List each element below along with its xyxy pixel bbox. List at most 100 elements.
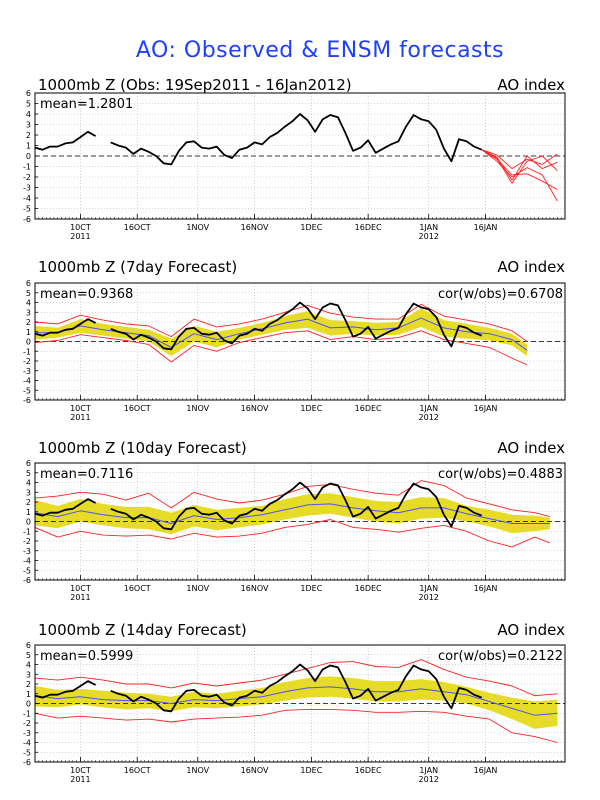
- x-tick-label: 16DEC: [355, 223, 382, 232]
- y-tick-label: -3: [23, 729, 31, 738]
- y-tick-label: -2: [23, 719, 31, 728]
- mean-series-line: [34, 503, 550, 524]
- ao-panel-3: 1000mb Z (14day Forecast) AO index6543210…: [23, 621, 566, 784]
- x-tick-year-label: 2012: [419, 413, 439, 422]
- x-tick-label: 1DEC: [300, 404, 322, 413]
- x-tick-label: 16OCT: [124, 404, 151, 413]
- panel-header-left: 1000mb Z (7day Forecast): [38, 258, 237, 276]
- y-tick-label: 2: [26, 680, 31, 689]
- x-tick-label: 16DEC: [355, 584, 382, 593]
- y-tick-label: 1: [26, 328, 31, 337]
- y-tick-label: 1: [26, 508, 31, 517]
- y-tick-label: -1: [23, 527, 31, 536]
- y-tick-label: 0: [26, 152, 31, 161]
- member-series-line: [481, 149, 558, 181]
- x-tick-label: 16JAN: [474, 223, 498, 232]
- y-tick-label: 3: [26, 488, 31, 497]
- y-tick-label: -6: [23, 758, 31, 767]
- y-tick-label: -2: [23, 357, 31, 366]
- member-series-line: [34, 480, 551, 518]
- x-tick-year-label: 2012: [419, 232, 439, 241]
- x-tick-label: 10CT: [70, 766, 91, 775]
- y-tick-label: 5: [26, 100, 31, 109]
- correlation-stat-label: cor(w/obs)=0.6708: [438, 287, 563, 302]
- panel-header-left: 1000mb Z (14day Forecast): [38, 621, 247, 639]
- y-tick-label: -6: [23, 215, 31, 224]
- ao-panel-1: 1000mb Z (7day Forecast) AO index6543210-…: [23, 258, 566, 422]
- x-tick-label: 16OCT: [124, 584, 151, 593]
- x-tick-label: 1JAN: [419, 223, 438, 232]
- x-tick-year-label: 2012: [419, 593, 439, 602]
- observed-series-line: [34, 113, 483, 166]
- y-tick-label: -3: [23, 367, 31, 376]
- y-tick-label: -4: [23, 739, 31, 748]
- y-tick-label: 4: [26, 661, 31, 670]
- mean-stat-label: mean=0.5999: [40, 649, 133, 664]
- correlation-stat-label: cor(w/obs)=0.2122: [438, 649, 563, 664]
- panel-header-right: AO index: [497, 76, 565, 94]
- y-tick-label: 4: [26, 299, 31, 308]
- y-tick-label: 3: [26, 308, 31, 317]
- x-tick-label: 1JAN: [419, 766, 438, 775]
- y-tick-label: 1: [26, 690, 31, 699]
- y-tick-label: 0: [26, 338, 31, 347]
- panel-header-left: 1000mb Z (10day Forecast): [38, 439, 247, 457]
- y-tick-label: 6: [26, 89, 31, 98]
- x-tick-label: 10CT: [70, 223, 91, 232]
- y-tick-label: -5: [23, 386, 31, 395]
- member-series-line: [481, 149, 558, 184]
- page-title: AO: Observed & ENSM forecasts: [135, 38, 505, 63]
- x-tick-label: 10CT: [70, 404, 91, 413]
- x-tick-label: 16JAN: [474, 404, 498, 413]
- y-tick-label: 6: [26, 459, 31, 468]
- panel-header-right: AO index: [497, 439, 565, 457]
- y-tick-label: -5: [23, 205, 31, 214]
- x-tick-year-label: 2011: [70, 232, 90, 241]
- mean-stat-label: mean=0.9368: [40, 287, 133, 302]
- x-tick-label: 16DEC: [355, 404, 382, 413]
- y-tick-label: 0: [26, 518, 31, 527]
- x-tick-label: 16OCT: [124, 766, 151, 775]
- y-tick-label: -4: [23, 377, 31, 386]
- x-tick-label: 16JAN: [474, 584, 498, 593]
- y-tick-label: 4: [26, 479, 31, 488]
- x-tick-year-label: 2012: [419, 775, 439, 784]
- y-tick-label: -3: [23, 547, 31, 556]
- observed-series-line: [34, 663, 483, 713]
- observed-series-line: [34, 481, 483, 531]
- y-tick-label: -5: [23, 748, 31, 757]
- x-tick-label: 16JAN: [474, 766, 498, 775]
- x-tick-label: 16NOV: [241, 223, 269, 232]
- x-tick-label: 1NOV: [186, 404, 209, 413]
- y-tick-label: -4: [23, 194, 31, 203]
- y-tick-label: 2: [26, 498, 31, 507]
- y-tick-label: -5: [23, 566, 31, 575]
- mean-stat-label: mean=0.7116: [40, 467, 133, 482]
- x-tick-label: 16DEC: [355, 766, 382, 775]
- member-series-line: [34, 708, 558, 743]
- y-tick-label: 3: [26, 121, 31, 130]
- x-tick-label: 1DEC: [300, 766, 322, 775]
- y-tick-label: -2: [23, 537, 31, 546]
- x-tick-label: 1NOV: [186, 584, 209, 593]
- mean-series-line: [34, 686, 558, 716]
- y-tick-label: -4: [23, 557, 31, 566]
- y-tick-label: 4: [26, 110, 31, 119]
- x-tick-label: 1DEC: [300, 223, 322, 232]
- x-tick-label: 1DEC: [300, 584, 322, 593]
- y-tick-label: -3: [23, 184, 31, 193]
- y-tick-label: 2: [26, 131, 31, 140]
- ao-panel-0: 1000mb Z (Obs: 19Sep2011 - 16Jan2012) AO …: [23, 76, 566, 241]
- panel-header-right: AO index: [497, 258, 565, 276]
- x-tick-year-label: 2011: [70, 593, 90, 602]
- x-tick-label: 1JAN: [419, 584, 438, 593]
- y-tick-label: 1: [26, 142, 31, 151]
- y-tick-label: 0: [26, 700, 31, 709]
- x-tick-label: 16OCT: [124, 223, 151, 232]
- member-series-line: [481, 149, 558, 170]
- correlation-stat-label: cor(w/obs)=0.4883: [438, 467, 563, 482]
- x-tick-label: 1JAN: [419, 404, 438, 413]
- mean-stat-label: mean=1.2801: [40, 97, 133, 112]
- y-tick-label: 5: [26, 651, 31, 660]
